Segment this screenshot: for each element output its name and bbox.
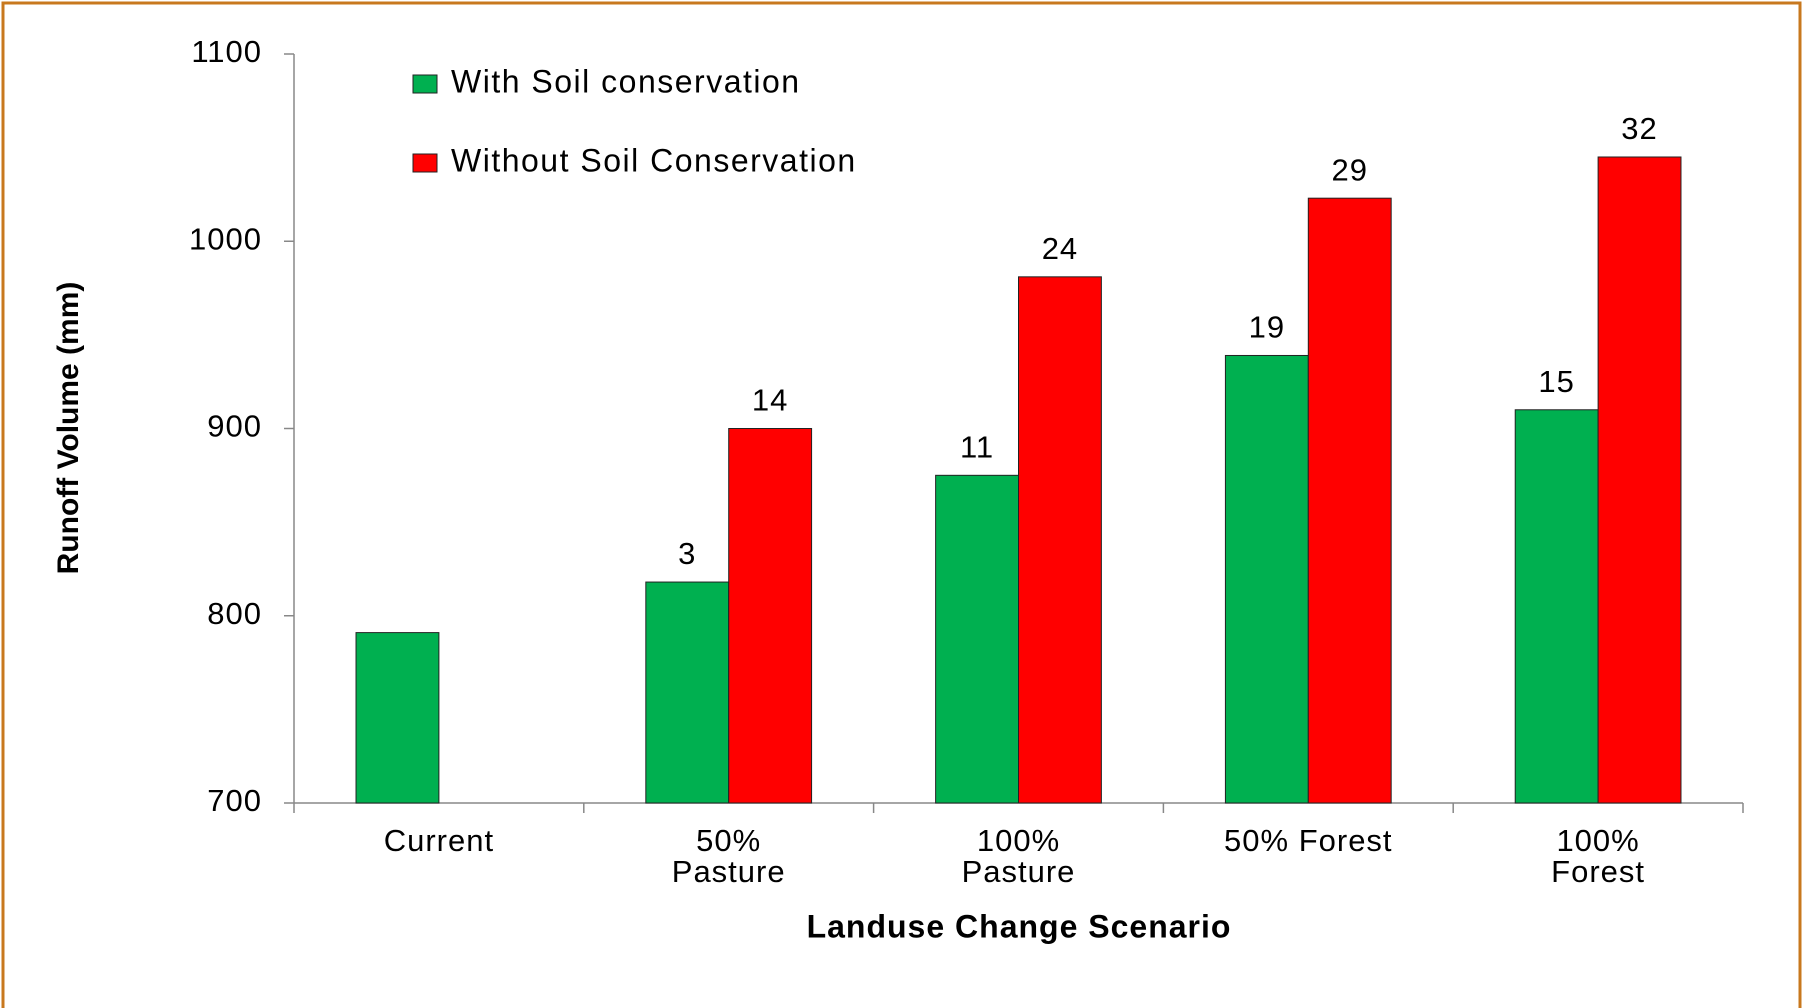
bar	[1307, 197, 1392, 804]
data-label: 15	[1538, 364, 1574, 399]
legend-label: Without Soil Conservation	[451, 142, 857, 178]
bar	[355, 632, 440, 804]
data-label: 24	[1042, 231, 1078, 266]
data-label: 32	[1621, 111, 1657, 146]
legend-swatch	[412, 74, 438, 94]
data-label: 3	[678, 536, 696, 571]
data-label: 14	[752, 383, 788, 418]
y-axis-title: Runoff Volume (mm)	[52, 282, 85, 575]
data-label: 29	[1331, 152, 1367, 187]
legend-swatch	[412, 153, 438, 173]
bar	[728, 428, 813, 804]
x-tick-label: 50% Pasture	[671, 823, 786, 889]
x-tick-label: Current	[383, 823, 495, 858]
bar	[935, 474, 1019, 804]
bar	[1597, 156, 1682, 804]
x-tick-label: 50% Forest	[1224, 823, 1393, 858]
data-label: 19	[1249, 310, 1285, 345]
y-tick-label: 700	[207, 783, 262, 818]
x-axis-title: Landuse Change Scenario	[807, 908, 1232, 944]
bar	[645, 581, 730, 804]
bar	[1018, 276, 1102, 804]
bar	[1514, 409, 1599, 804]
y-tick-label: 800	[207, 596, 262, 631]
y-tick-label: 1100	[191, 34, 262, 69]
bar	[1224, 354, 1309, 804]
x-tick-label: 100% Forest	[1551, 823, 1646, 889]
y-tick-label: 900	[207, 409, 262, 444]
legend-label: With Soil conservation	[451, 63, 801, 99]
x-tick-label: 100% Pasture	[961, 823, 1076, 889]
data-label: 11	[960, 430, 994, 465]
y-tick-label: 1000	[189, 221, 262, 256]
